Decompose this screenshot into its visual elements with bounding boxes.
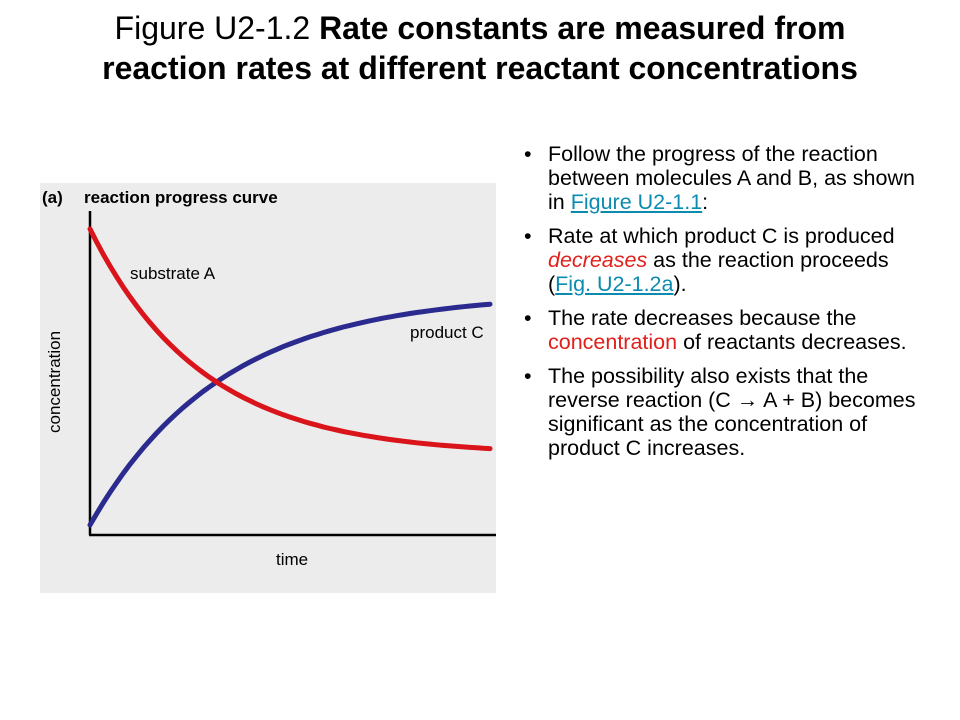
emphasis-text: decreases [548,248,648,272]
slide-title: Figure U2-1.2 Rate constants are measure… [60,8,900,88]
panel-label: (a) [42,188,63,207]
bullet-text: Follow the progress of the reaction betw… [548,142,915,214]
bullet-item: • The possibility also exists that the re… [524,364,924,460]
bullet-dot: • [524,142,532,166]
bullet-text: Rate at which product C is produced [548,224,895,248]
emphasis-text: concentration [548,330,678,354]
reaction-progress-chart: (a) reaction progress curve concentratio… [42,188,496,569]
bullet-text: ). [673,272,687,296]
bullet-text: : [702,190,709,214]
bullet-dot: • [524,224,532,248]
bullet-item: • Rate at which product C is produced dec… [524,224,924,296]
panel-title: reaction progress curve [84,188,278,207]
bullet-text: as the reaction proceeds ( [548,248,889,296]
series-substrate-a [87,226,493,452]
title-prefix: Figure U2-1.2 [114,10,320,46]
product-label: product C [410,323,484,342]
reaction-progress-figure: (a) reaction progress curve concentratio… [40,183,496,593]
x-axis-label: time [276,550,308,569]
bullet-item: • The rate decreases because the concentr… [524,306,924,354]
title-bold: Rate constants are measured from reactio… [102,10,858,86]
figure-link[interactable]: Figure U2-1.1 [570,190,703,214]
bullet-text: of reactants decreases. [677,330,907,354]
bullet-dot: • [524,364,532,388]
bullet-dot: • [524,306,532,330]
substrate-label: substrate A [130,264,216,283]
bullet-item: • Follow the progress of the reaction bet… [524,142,924,214]
bullet-list: • Follow the progress of the reaction bet… [524,142,924,470]
figure-link[interactable]: Fig. U2-1.2a [555,272,674,296]
bullet-text: The rate decreases because the [548,306,857,330]
bullet-text: The possibility also exists that the rev… [548,364,916,460]
y-axis-label: concentration [45,331,64,433]
series-product-c [87,301,493,528]
